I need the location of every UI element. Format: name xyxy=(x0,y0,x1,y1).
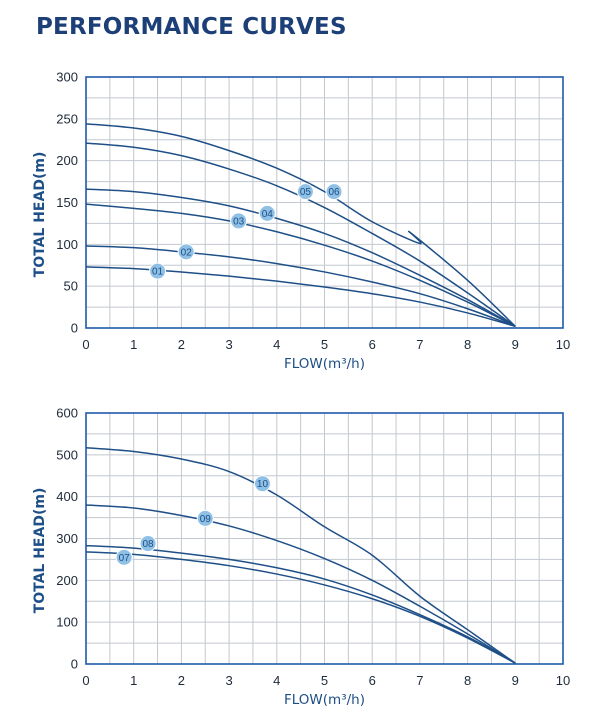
curve-label-04: 04 xyxy=(258,204,276,222)
x-tick-label: 10 xyxy=(556,673,570,688)
curve-label-text: 02 xyxy=(181,247,193,258)
curve-label-text: 08 xyxy=(142,539,154,550)
x-tick-label: 3 xyxy=(225,337,232,352)
x-tick-label: 1 xyxy=(130,673,137,688)
x-tick-label: 7 xyxy=(416,337,423,352)
curve-label-badge xyxy=(177,243,195,261)
curve-label-10: 10 xyxy=(253,475,271,493)
curve-label-text: 10 xyxy=(257,479,269,490)
y-tick-label: 0 xyxy=(71,657,78,672)
plot-frame xyxy=(85,76,564,329)
y-tick-label: 600 xyxy=(56,406,78,421)
x-tick-label: 8 xyxy=(464,337,471,352)
curve-label-08: 08 xyxy=(139,535,157,553)
curve-label-badge xyxy=(258,204,276,222)
x-tick-label: 5 xyxy=(321,337,328,352)
curve-label-text: 04 xyxy=(262,209,274,220)
curve-label-06: 06 xyxy=(325,183,343,201)
x-tick-label: 2 xyxy=(178,337,185,352)
y-tick-label: 300 xyxy=(56,70,78,85)
x-tick-label: 10 xyxy=(556,337,570,352)
y-tick-label: 50 xyxy=(64,279,78,294)
x-tick-label: 9 xyxy=(512,673,519,688)
x-tick-label: 7 xyxy=(416,673,423,688)
curve-label-text: 06 xyxy=(328,187,340,198)
curve-label-badge xyxy=(196,509,214,527)
curve-label-01: 01 xyxy=(149,262,167,280)
curve-label-badge xyxy=(139,535,157,553)
x-tick-label: 6 xyxy=(369,673,376,688)
y-tick-label: 100 xyxy=(56,237,78,252)
x-tick-label: 2 xyxy=(178,673,185,688)
x-tick-label: 5 xyxy=(321,673,328,688)
curve-06 xyxy=(85,123,516,327)
y-tick-label: 100 xyxy=(56,615,78,630)
curve-label-badge xyxy=(115,548,133,566)
y-axis-title: TOTAL HEAD(m) xyxy=(32,152,48,278)
curve-label-05: 05 xyxy=(296,183,314,201)
curve-label-07: 07 xyxy=(115,548,133,566)
y-tick-label: 500 xyxy=(56,447,78,462)
x-tick-label: 6 xyxy=(369,337,376,352)
y-tick-label: 400 xyxy=(56,489,78,504)
x-tick-label: 8 xyxy=(464,673,471,688)
curve-03 xyxy=(85,203,516,327)
curve-label-badge xyxy=(149,262,167,280)
curve-10 xyxy=(85,446,516,664)
y-tick-label: 200 xyxy=(56,153,78,168)
curve-label-text: 01 xyxy=(152,267,164,278)
curve-label-badge xyxy=(296,183,314,201)
y-tick-label: 0 xyxy=(71,321,78,336)
x-tick-label: 1 xyxy=(130,337,137,352)
plot-frame xyxy=(85,412,564,665)
curve-label-badge xyxy=(253,475,271,493)
y-axis-title: TOTAL HEAD(m) xyxy=(32,488,48,614)
curve-label-text: 07 xyxy=(119,553,131,564)
curve-label-text: 05 xyxy=(300,187,312,198)
curve-07 xyxy=(85,551,516,664)
curve-label-badge xyxy=(230,212,248,230)
chart-1-performance-curves: 0 1 2 3 4 5 6 7 8 9 10050100150200250300FLOW(m³/h)… xyxy=(32,70,570,373)
x-tick-label: 9 xyxy=(512,337,519,352)
grid-lines xyxy=(86,413,563,664)
x-axis-title: FLOW(m³/h) xyxy=(284,356,365,372)
x-tick-label: 0 xyxy=(82,673,89,688)
curve-label-text: 09 xyxy=(200,514,212,525)
x-tick-label: 3 xyxy=(225,673,232,688)
curve-label-text: 03 xyxy=(233,216,245,227)
curve-08 xyxy=(85,544,516,664)
curve-09 xyxy=(85,504,516,664)
x-tick-label: 4 xyxy=(273,673,280,688)
x-axis-title: FLOW(m³/h) xyxy=(284,692,365,708)
page-title: PERFORMANCE CURVES xyxy=(36,14,347,40)
x-tick-label: 4 xyxy=(273,337,280,352)
chart-2-performance-curves: 0 1 2 3 4 5 6 7 8 9 100100200300400500600FLOW(m³/h… xyxy=(32,406,570,709)
curve-02 xyxy=(85,245,516,328)
curve-label-badge xyxy=(325,183,343,201)
curve-label-02: 02 xyxy=(177,243,195,261)
curve-label-03: 03 xyxy=(230,212,248,230)
y-tick-label: 250 xyxy=(56,111,78,126)
x-tick-label: 0 xyxy=(82,337,89,352)
grid-lines xyxy=(86,77,563,328)
curve-label-09: 09 xyxy=(196,509,214,527)
y-tick-label: 300 xyxy=(56,531,78,546)
curve-04 xyxy=(85,188,516,327)
y-tick-label: 200 xyxy=(56,573,78,588)
y-tick-label: 150 xyxy=(56,195,78,210)
